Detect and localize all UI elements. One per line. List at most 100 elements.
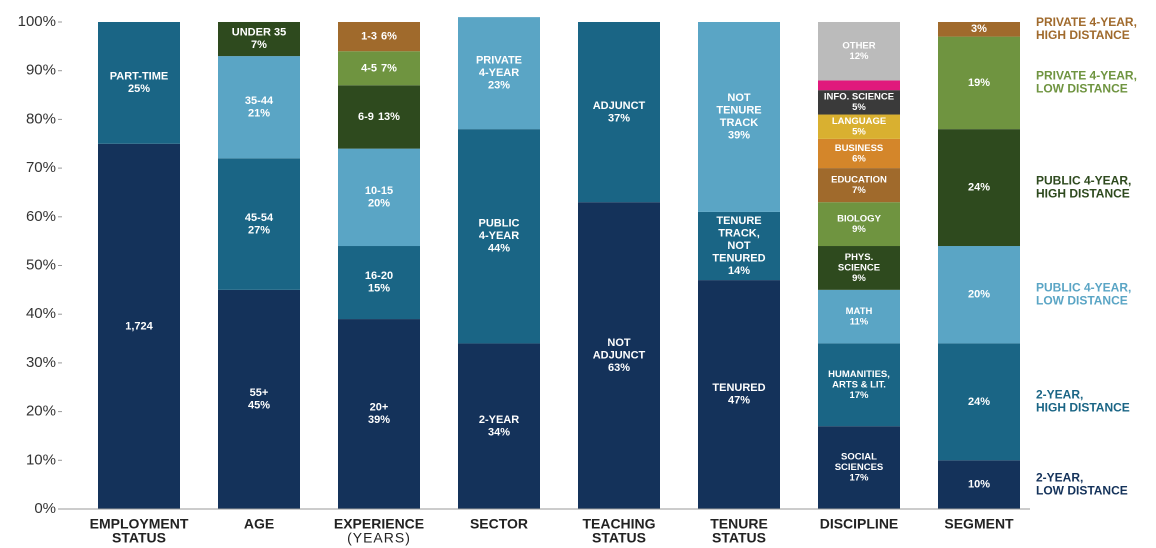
segment-label: 39% [728, 130, 750, 142]
segment-label-part: 6% [381, 31, 397, 43]
bar-segment [578, 22, 660, 203]
y-tick-label: 0% [34, 500, 56, 517]
x-category-label: STATUS [592, 530, 646, 546]
y-tick-label: 100% [18, 13, 56, 30]
x-category-label: EMPLOYMENT [90, 516, 189, 532]
segment-label: 39% [368, 414, 390, 426]
bar-segment [338, 148, 420, 247]
bar-segment [818, 114, 900, 139]
segment-label: 21% [248, 107, 270, 119]
segment-label: TENURE [716, 215, 761, 227]
segment-label: 6-9 13% [358, 111, 400, 123]
segment-label: 9% [852, 224, 866, 235]
legend-label: 2-YEAR, [1036, 388, 1083, 402]
segment-label: 27% [248, 224, 270, 236]
segment-label: 4-5 7% [361, 62, 397, 74]
segment-label-part: 1-3 [361, 31, 377, 43]
bar-segment [938, 343, 1020, 461]
segment-label: TENURE [716, 105, 761, 117]
segment-label: 4-YEAR [479, 67, 519, 79]
segment-label: 1-3 6% [361, 31, 397, 43]
bar-segment [818, 343, 900, 427]
legend-label: HIGH DISTANCE [1036, 186, 1130, 200]
bar-segment [698, 211, 780, 281]
segment-label: HUMANITIES, [828, 369, 890, 380]
bar-segment [818, 426, 900, 509]
bar-segment [818, 168, 900, 203]
segment-label: SCIENCES [835, 462, 884, 473]
x-category-label: SEGMENT [944, 516, 1014, 532]
bar-segment [938, 129, 1020, 247]
segment-label: 44% [488, 243, 510, 255]
segment-label-part: 7% [381, 62, 397, 74]
x-category-label: (YEARS) [347, 530, 411, 546]
y-tick-label: 10% [26, 451, 56, 468]
y-tick-label: 30% [26, 354, 56, 371]
y-tick-label: 60% [26, 208, 56, 225]
segment-label: TENURED [712, 252, 765, 264]
segment-label: 6% [852, 153, 866, 164]
segment-label: 45-54 [245, 212, 274, 224]
bar-segment [938, 36, 1020, 130]
bar-segment [458, 17, 540, 130]
bar-segment [338, 319, 420, 509]
segment-label: ARTS & LIT. [832, 379, 886, 390]
y-tick-label: 20% [26, 403, 56, 420]
legend-label: HIGH DISTANCE [1036, 28, 1130, 42]
segment-label-part: 4-5 [361, 62, 377, 74]
legend-label: PUBLIC 4-YEAR, [1036, 280, 1131, 294]
x-category-label: TENURE [710, 516, 768, 532]
segment-label: 24% [968, 396, 990, 408]
x-category-label: AGE [244, 516, 274, 532]
segment-label: 24% [968, 181, 990, 193]
segment-label: 55+ [250, 387, 269, 399]
bar-segment [818, 80, 900, 91]
x-category-label: STATUS [712, 530, 766, 546]
segment-label: TENURED [712, 382, 765, 394]
bar-segment [938, 460, 1020, 509]
legend-label: LOW DISTANCE [1036, 483, 1128, 497]
bar-segment [818, 202, 900, 247]
segment-label: BIOLOGY [837, 213, 881, 224]
segment-label: 34% [488, 426, 510, 438]
legend-label: HIGH DISTANCE [1036, 401, 1130, 415]
segment-label-part: 13% [378, 111, 400, 123]
segment-label: 1,724 [125, 320, 153, 332]
segment-label: 16-20 [365, 270, 393, 282]
bar-segment [338, 51, 420, 86]
bar-segment [578, 202, 660, 509]
bar-segment [218, 289, 300, 509]
segment-label: OTHER [842, 40, 875, 51]
segment-label: 35-44 [245, 95, 274, 107]
bar-segment [698, 280, 780, 509]
segment-label: 11% [850, 316, 869, 327]
segment-label: 14% [728, 265, 750, 277]
bar-segment [818, 138, 900, 169]
segment-label: 47% [728, 395, 750, 407]
segment-label-part: 6-9 [358, 111, 374, 123]
segment-label: 15% [368, 283, 390, 295]
segment-label: ADJUNCT [593, 100, 646, 112]
segment-label: PRIVATE [476, 55, 522, 67]
segment-label: 10% [968, 479, 990, 491]
bar-segment [338, 85, 420, 149]
segment-label: 9% [852, 273, 866, 284]
segment-label: BUSINESS [835, 143, 884, 154]
legend-label: PRIVATE 4-YEAR, [1036, 15, 1137, 29]
segment-label: UNDER 35 [232, 27, 286, 39]
bar-segment [818, 246, 900, 290]
bar-segment [218, 22, 300, 57]
segment-label: 5% [852, 102, 866, 113]
y-tick-label: 50% [26, 256, 56, 273]
segment-label: TRACK [720, 117, 759, 129]
segment-label: PART-TIME [110, 71, 168, 83]
segment-label: ADJUNCT [593, 350, 646, 362]
segment-label: 12% [849, 51, 869, 62]
segment-label: SCIENCE [838, 262, 880, 273]
segment-label: 17% [849, 473, 869, 484]
y-tick-label: 90% [26, 62, 56, 79]
x-category-label: SECTOR [470, 516, 528, 532]
segment-label: PUBLIC [479, 218, 520, 230]
segment-label: NOT [727, 240, 751, 252]
